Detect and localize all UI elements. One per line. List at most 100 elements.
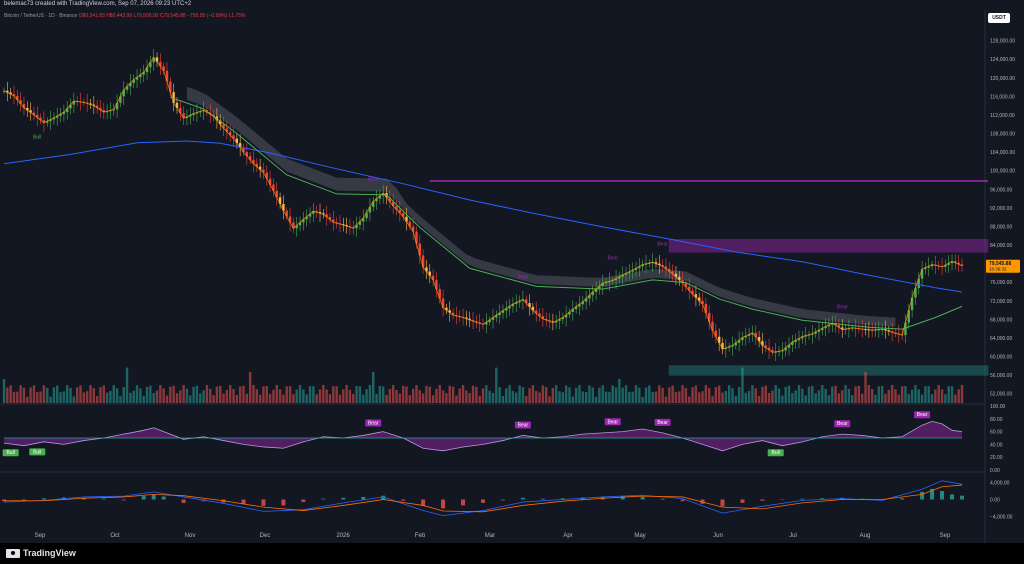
candle-body [538,313,541,317]
candle-body [29,110,32,113]
candle-body [368,206,372,213]
x-tick-label: Mar [485,533,495,539]
y-tick-label: 60,000.00 [990,355,1012,361]
candle-body [814,331,817,334]
volume-bar [295,389,298,403]
candle-body [328,216,332,220]
candle-body [880,329,884,331]
brand-label: TradingView [23,548,76,558]
volume-bar [618,378,621,403]
y-tick-label: 92,000.00 [990,206,1012,212]
volume-bar [658,385,661,403]
volume-bar [242,385,245,403]
price-candles [2,49,964,362]
candle-body [105,111,109,113]
volume-bar [95,396,99,403]
candle-body [139,74,142,78]
symbol-ohlc-bar: Bitcoin / TetherUS · 1D · Binance O80,54… [4,13,245,19]
candle-body [764,345,767,348]
candle-body [445,307,448,311]
volume-bar [920,394,924,403]
x-tick-label: Jul [789,533,797,539]
volume-bar [781,395,784,403]
candle-body [288,216,292,223]
resistance-line [429,179,988,182]
candle-body [594,289,598,292]
rsi-signal-label: Bear [368,421,379,427]
macd-histogram-bar [261,499,266,506]
volume-bar [671,385,674,403]
volume-bar [661,387,664,403]
macd-histogram-bar [161,496,166,500]
macd-histogram-bar [540,498,545,500]
currency-badge[interactable]: USDT [988,13,1010,23]
rsi-signal-badge [834,420,851,428]
candle-body [574,306,578,310]
volume-bar [172,385,175,403]
candle-body [308,213,312,217]
candle-body [142,72,145,75]
macd-histogram-bar [2,499,6,502]
volume-bar [704,385,708,403]
volume-bar [774,385,777,403]
volume-bar [395,390,398,403]
volume-bar [375,393,378,403]
candle-body [581,301,584,305]
candle-body [671,271,674,274]
candle-body [907,310,910,323]
macd-histogram-bar [21,499,26,501]
macd-histogram-bar [500,499,505,501]
candle-body [887,330,891,332]
volume-bar [209,388,212,403]
volume-bar [884,393,887,403]
tradingview-logo-icon [6,548,20,558]
candle-body [505,308,508,311]
volume-bar [26,396,29,403]
candle-body [824,326,827,329]
volume-bar [578,385,581,403]
candle-body [295,225,298,229]
candle-body [847,328,851,330]
candle-body [39,117,42,121]
candle-body [355,224,358,229]
candle-body [265,172,268,179]
volume-bar [378,385,382,403]
volume-bar [22,387,26,403]
candle-body [421,255,425,268]
cloud-band [186,86,896,327]
main-signal-label: Bear [518,274,529,280]
volume-bar [511,390,515,403]
volume-bar [401,385,405,403]
volume-bar [545,387,548,403]
volume-bar [398,393,402,403]
macd-histogram-bar [41,498,46,500]
tradingview-logo[interactable]: TradingView [6,548,76,558]
y-tick-label: 56,000.00 [990,373,1012,379]
candle-body [6,90,9,93]
volume-bar [16,391,19,403]
candle-body [145,67,149,73]
volume-bar [874,394,877,403]
chart-svg[interactable]: Sep Oct Nov Dec 2026 Feb Mar Apr May Jun Jul Aug Sep… [0,0,1024,543]
candle-body [897,333,900,335]
macd-histogram-bar [121,499,126,501]
volume-bar [332,386,335,403]
candle-body [435,279,438,290]
y-tick-label: 52,000.00 [990,392,1012,398]
candle-body [478,322,481,324]
volume-bar [631,391,634,403]
macd-histogram-bar [800,498,805,500]
candle-body [391,201,395,206]
symbol-name[interactable]: Bitcoin / TetherUS · 1D · Binance [4,13,78,19]
candle-body [807,334,811,336]
candle-body [664,266,668,269]
volume-bar [870,389,874,403]
candle-body [631,270,634,272]
candle-body [115,102,119,110]
volume-bar [867,385,871,403]
macd-panel [2,480,964,517]
macd-histogram-bar [341,497,346,500]
macd-histogram-bar [760,499,765,501]
candle-body [132,79,135,84]
candle-body [152,57,155,63]
